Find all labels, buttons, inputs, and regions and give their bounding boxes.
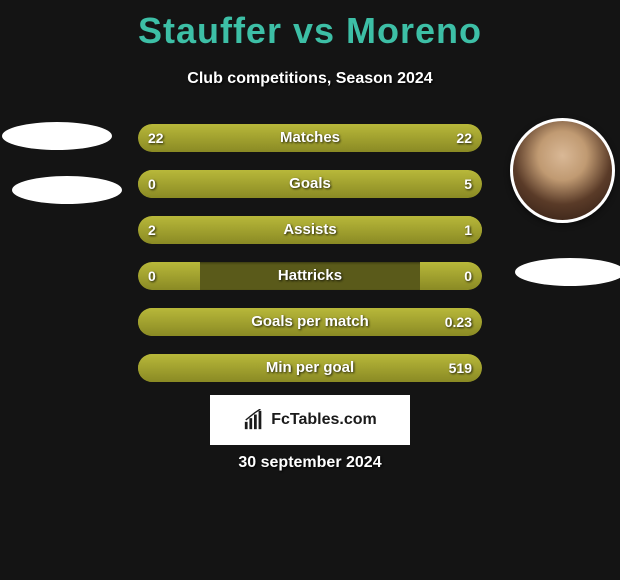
stat-value-right: 0 — [464, 262, 472, 290]
stat-label: Hattricks — [138, 262, 482, 290]
decorative-ellipse — [515, 258, 620, 286]
stat-value-right: 0.23 — [445, 308, 472, 336]
stat-label: Goals per match — [138, 308, 482, 336]
stat-value-left: 0 — [148, 262, 156, 290]
stat-value-left: 22 — [148, 124, 164, 152]
subtitle: Club competitions, Season 2024 — [0, 70, 620, 88]
stat-label: Assists — [138, 216, 482, 244]
stat-value-left: 0 — [148, 170, 156, 198]
stat-value-right: 1 — [464, 216, 472, 244]
player2-name: Moreno — [346, 10, 482, 51]
player1-name: Stauffer — [138, 10, 282, 51]
avatar-icon — [510, 118, 615, 223]
decorative-ellipse — [12, 176, 122, 204]
stat-bar: Goals0 5 — [138, 170, 482, 198]
stat-value-right: 5 — [464, 170, 472, 198]
stat-value-right: 22 — [456, 124, 472, 152]
player2-avatar — [510, 118, 615, 223]
stat-label: Matches — [138, 124, 482, 152]
vs-text: vs — [293, 10, 335, 51]
fctables-icon — [243, 409, 265, 431]
stat-bar: Min per goal519 — [138, 354, 482, 382]
brand-text: FcTables.com — [271, 411, 377, 429]
stat-value-right: 519 — [449, 354, 472, 382]
stat-label: Goals — [138, 170, 482, 198]
stats-bars-container: Matches2222Goals05Assists21Hattricks00Go… — [138, 124, 482, 400]
stat-bar: Hattricks0 0 — [138, 262, 482, 290]
decorative-ellipse — [2, 122, 112, 150]
stat-bar: Goals per match0.23 — [138, 308, 482, 336]
stat-label: Min per goal — [138, 354, 482, 382]
stat-value-left: 2 — [148, 216, 156, 244]
brand-box: FcTables.com — [210, 395, 410, 445]
date-text: 30 september 2024 — [0, 454, 620, 472]
comparison-title: Stauffer vs Moreno — [0, 0, 620, 52]
stat-bar: Matches22 22 — [138, 124, 482, 152]
stat-bar: Assists2 1 — [138, 216, 482, 244]
